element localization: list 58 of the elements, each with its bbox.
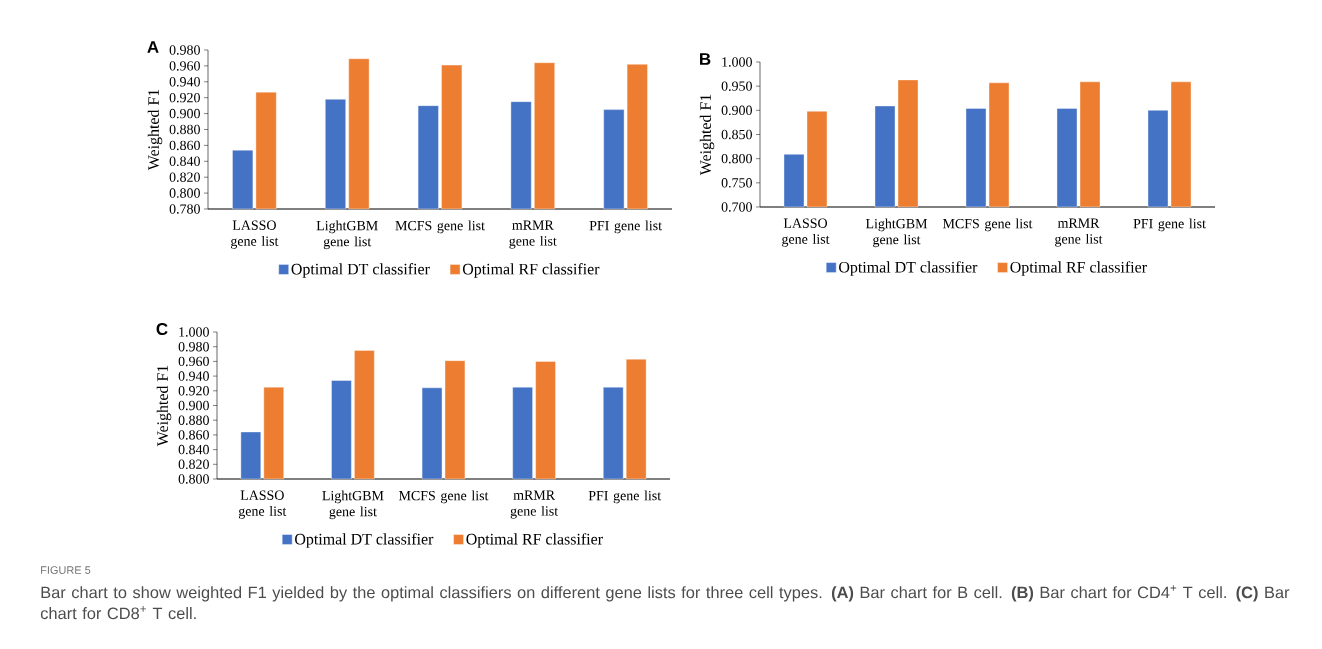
y-tick-label: 0.840: [178, 444, 209, 455]
x-tick-label: LightGBM gene list: [322, 490, 384, 520]
y-axis-title: Weighted F1: [699, 94, 715, 176]
y-tick-label: 0.940: [178, 371, 209, 381]
x-tick-label: LightGBM gene list: [316, 220, 378, 250]
legend-label: Optimal RF classifier: [466, 533, 603, 548]
x-tick-label: PFI gene list: [589, 220, 662, 234]
caption: FIGURE 5: [41, 566, 91, 574]
y-axis-title: Weighted F1: [156, 365, 172, 447]
x-tick-label: LASSO gene list: [238, 490, 287, 519]
legend-label: Optimal DT classifier: [839, 261, 978, 276]
y-tick-label: 0.820: [169, 172, 200, 182]
x-tick-label: LASSO gene list: [782, 218, 830, 247]
x-tick-label: mRMR gene list: [509, 220, 557, 249]
x-tick-label: MCFS gene list: [398, 490, 489, 504]
x-tick-label: PFI gene list: [588, 490, 662, 504]
y-tick-label: 0.820: [178, 459, 209, 470]
y-tick-label: 0.800: [721, 153, 752, 164]
y-tick-label: 0.750: [721, 178, 752, 188]
y-tick-label: 0.950: [721, 81, 752, 91]
y-tick-label: 0.960: [178, 356, 209, 367]
y-tick-label: 0.900: [721, 105, 752, 116]
y-tick-label: 0.940: [169, 77, 200, 87]
legend-label: Optimal RF classifier: [462, 263, 600, 278]
x-tick-label: mRMR gene list: [510, 490, 559, 519]
y-tick-label: 0.900: [169, 108, 200, 119]
chart-title: C: [156, 323, 168, 336]
y-tick-label: 0.800: [169, 188, 200, 198]
x-tick-label: mRMR gene list: [1055, 218, 1103, 247]
chart-title: A: [147, 41, 159, 53]
x-tick-label: MCFS gene list: [395, 220, 485, 234]
y-tick-label: 0.880: [169, 124, 200, 135]
y-tick-label: 0.840: [169, 156, 200, 167]
y-tick-label: 0.960: [169, 61, 200, 71]
y-tick-label: 0.900: [178, 400, 209, 411]
x-tick-label: LASSO gene list: [230, 220, 279, 249]
y-tick-label: 0.860: [178, 430, 209, 440]
y-tick-label: 0.780: [169, 204, 200, 214]
chart-title: B: [700, 53, 711, 65]
legend-label: Optimal DT classifier: [295, 533, 434, 548]
legend-label: Optimal RF classifier: [1010, 261, 1147, 276]
x-tick-label: PFI gene list: [1133, 218, 1206, 232]
y-tick-label: 1.000: [722, 57, 752, 67]
x-tick-label: MCFS gene list: [942, 218, 1033, 232]
y-tick-label: 0.860: [169, 140, 200, 151]
y-tick-label: 0.850: [721, 129, 752, 140]
y-tick-label: 0.980: [169, 45, 200, 55]
y-tick-label: 0.920: [169, 92, 200, 103]
y-tick-label: 0.880: [178, 415, 209, 425]
y-tick-label: 0.920: [178, 386, 209, 396]
x-tick-label: LightGBM gene list: [865, 218, 928, 248]
y-tick-label: 0.980: [178, 341, 209, 352]
y-tick-label: 1.000: [179, 327, 209, 337]
y-tick-label: 0.800: [178, 474, 209, 484]
legend-label: Optimal DT classifier: [291, 263, 430, 278]
y-axis-title: Weighted F1: [147, 89, 163, 171]
text: Bar chart to show weighted F1 yielded by the optimal classifiers on different gene lists for three cell types. (A) Bar chart for B cell. (B) Bar chart for CD4$^{+}$ T cell. (C) Bar chart for CD8$^{+}$ T cell.: [40, 585, 1290, 620]
y-tick-label: 0.700: [721, 202, 752, 212]
